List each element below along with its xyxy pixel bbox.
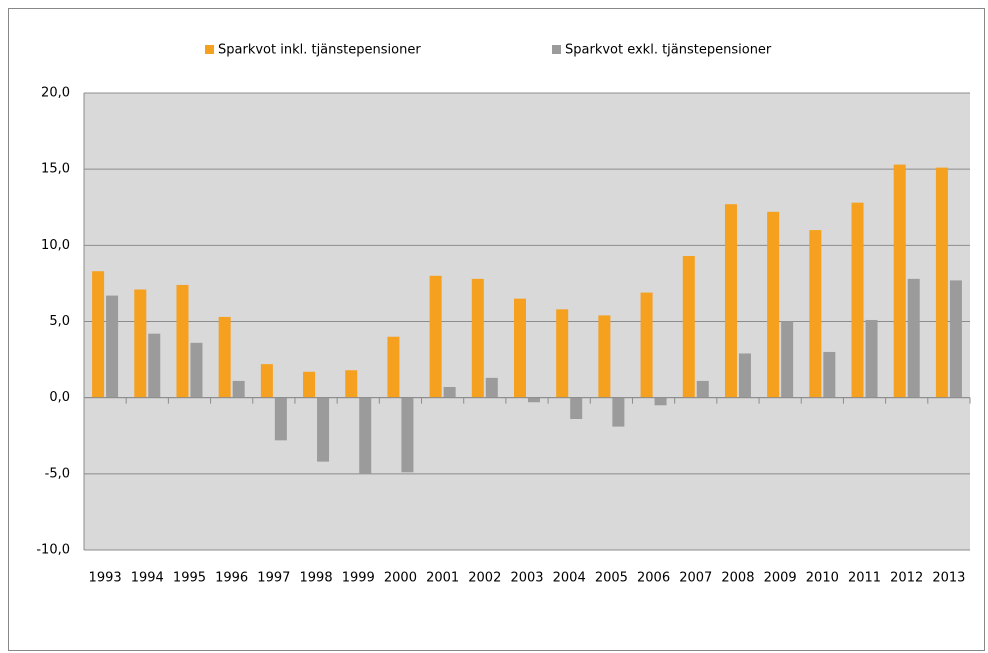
- bar: [260, 364, 273, 398]
- x-tick-label: 2012: [890, 571, 923, 586]
- bar: [106, 295, 119, 398]
- x-tick-label: 2008: [721, 571, 754, 586]
- legend-swatch: [205, 45, 214, 54]
- bar: [724, 204, 737, 398]
- bar: [471, 278, 484, 398]
- x-tick-label: 2006: [637, 571, 670, 586]
- bar: [176, 284, 189, 398]
- bar: [682, 255, 695, 398]
- x-tick-label: 2013: [932, 571, 965, 586]
- y-tick-label: 20,0: [41, 86, 70, 101]
- bar: [851, 202, 864, 398]
- bar: [556, 309, 569, 398]
- legend-swatch: [552, 45, 561, 54]
- x-tick-label: 2002: [468, 571, 501, 586]
- bar: [640, 292, 653, 398]
- bar: [218, 316, 231, 398]
- x-tick-label: 1998: [300, 571, 333, 586]
- x-tick-label: 1997: [257, 571, 290, 586]
- bar: [570, 397, 583, 419]
- bar: [303, 371, 316, 398]
- y-tick-label: 5,0: [49, 314, 70, 329]
- bar: [401, 397, 414, 473]
- legend-label: Sparkvot exkl. tjänstepensioner: [565, 43, 772, 58]
- y-tick-label: -10,0: [36, 543, 70, 558]
- bar: [514, 298, 526, 398]
- x-tick-label: 2010: [806, 571, 839, 586]
- bar: [528, 397, 540, 403]
- x-tick-label: 2004: [553, 571, 586, 586]
- bar: [767, 211, 780, 398]
- bar: [907, 278, 920, 398]
- x-tick-label: 1993: [89, 571, 122, 586]
- bar: [387, 336, 400, 398]
- bar: [148, 333, 161, 398]
- bar: [429, 275, 442, 398]
- bar: [738, 353, 751, 398]
- bar: [274, 397, 287, 441]
- x-tick-label: 2011: [848, 571, 881, 586]
- x-tick-label: 2005: [595, 571, 628, 586]
- x-tick-label: 2001: [426, 571, 459, 586]
- bar: [598, 315, 611, 398]
- y-tick-label: 15,0: [41, 162, 70, 177]
- x-tick-label: 1994: [131, 571, 164, 586]
- bar: [190, 342, 203, 398]
- y-tick-label: 0,0: [49, 390, 70, 405]
- x-tick-label: 2000: [384, 571, 417, 586]
- bar: [485, 377, 498, 398]
- x-tick-label: 2003: [510, 571, 543, 586]
- bar: [612, 397, 625, 427]
- legend-label: Sparkvot inkl. tjänstepensioner: [218, 43, 421, 58]
- bar: [345, 370, 358, 398]
- bar: [696, 380, 709, 398]
- bar: [949, 280, 962, 398]
- x-tick-label: 1999: [342, 571, 375, 586]
- bar: [443, 387, 456, 398]
- x-tick-label: 2007: [679, 571, 712, 586]
- bar: [781, 321, 794, 398]
- x-tick-label: 2009: [764, 571, 797, 586]
- bar: [823, 351, 836, 398]
- bar: [809, 230, 822, 398]
- bar: [317, 397, 330, 462]
- bar: [134, 289, 147, 398]
- x-tick-label: 1996: [215, 571, 248, 586]
- bar: [359, 397, 372, 474]
- bar: [935, 167, 948, 398]
- y-tick-label: -5,0: [45, 466, 70, 481]
- x-tick-label: 1995: [173, 571, 206, 586]
- bar: [654, 397, 667, 406]
- y-tick-label: 10,0: [41, 238, 70, 253]
- bar: [893, 164, 906, 398]
- bar: [92, 271, 105, 398]
- bar: [232, 380, 245, 398]
- bar: [865, 319, 878, 398]
